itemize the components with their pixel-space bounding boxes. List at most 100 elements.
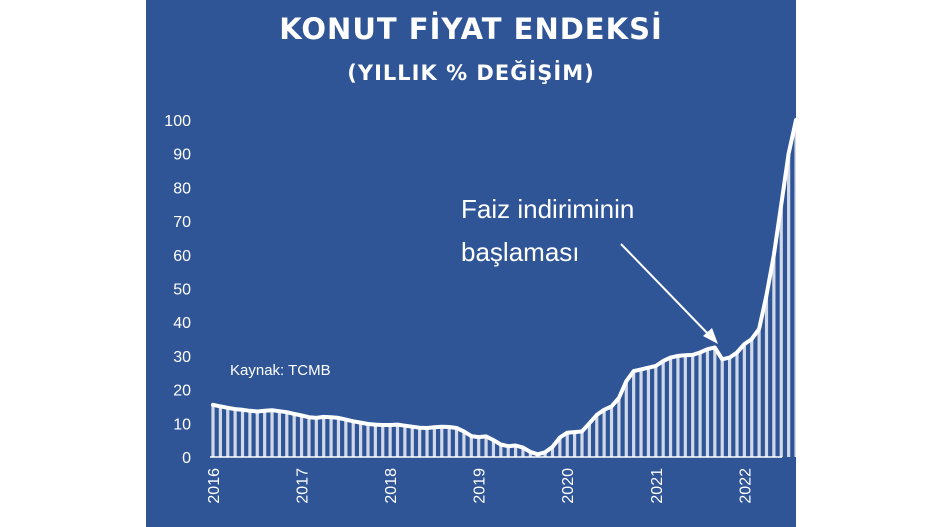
area-bar [624, 381, 628, 457]
y-tick-label: 20 [173, 383, 191, 400]
area-bar [764, 295, 769, 457]
y-axis: 0 10 20 30 40 50 60 70 80 90 100 [164, 113, 191, 467]
area-bar [639, 369, 643, 457]
annotation-arrow [620, 243, 713, 339]
area-bar [454, 428, 459, 457]
y-tick-label: 100 [164, 113, 191, 130]
y-tick-label: 60 [173, 248, 191, 265]
area-bar [270, 410, 274, 457]
area-bar [728, 357, 732, 457]
area-bar [609, 406, 614, 457]
area-bar [654, 366, 658, 457]
area-bar [558, 437, 562, 457]
area-bar [329, 417, 333, 457]
x-tick-label: 2020 [560, 468, 577, 504]
series-line [211, 118, 798, 457]
x-tick-label: 2021 [649, 468, 666, 504]
area-bar [285, 412, 289, 457]
area-bar [565, 432, 569, 457]
area-bar [676, 355, 680, 457]
area-bar [359, 422, 363, 457]
area-bar [550, 446, 555, 457]
area-bar [683, 355, 687, 457]
x-tick-label: 2018 [383, 468, 400, 504]
source-label: Kaynak: TCMB [230, 362, 331, 379]
area-bar [713, 347, 717, 457]
area-bar [757, 328, 761, 457]
area-bar [440, 426, 444, 457]
area-bar [528, 451, 532, 457]
area-bar [794, 120, 798, 457]
area-bar [491, 440, 496, 457]
area-bar [381, 424, 385, 457]
x-axis: 2016 2017 2018 2019 2020 2021 2022 [206, 468, 754, 504]
area-bar [307, 417, 311, 457]
y-tick-label: 90 [173, 147, 191, 164]
area-bar [292, 413, 296, 457]
chart-subtitle: (YILLIK % DEĞİŞİM) [347, 61, 595, 85]
area-bar [469, 436, 473, 457]
area-bar [336, 417, 341, 457]
area-bar [403, 425, 407, 457]
area-bar [395, 424, 400, 457]
area-bar [410, 426, 414, 457]
area-bar [418, 427, 422, 457]
y-tick-label: 50 [173, 282, 191, 299]
y-tick-label: 0 [182, 450, 191, 467]
area-bar [388, 424, 392, 457]
x-tick-label: 2022 [737, 468, 754, 504]
y-tick-label: 10 [173, 416, 191, 433]
area-bar [573, 432, 577, 457]
area-bar [366, 423, 370, 457]
area-bar [344, 419, 348, 457]
area-bar [632, 371, 636, 457]
area-bar [373, 424, 377, 457]
area-bar [211, 404, 215, 457]
area-bar [499, 444, 503, 457]
area-bar [218, 406, 222, 457]
area-bar [277, 411, 282, 457]
area-bar [263, 410, 267, 457]
area-bar [698, 352, 702, 457]
area-bar [772, 254, 776, 457]
area-bar [617, 398, 621, 457]
area-bar [425, 428, 429, 457]
area-bar [484, 436, 488, 457]
x-tick-label: 2017 [295, 468, 312, 504]
area-bar [240, 409, 245, 457]
area-bar [742, 344, 746, 457]
area-bar [521, 447, 525, 457]
area-bar [447, 427, 451, 457]
area-bar [750, 339, 754, 457]
area-bar [299, 415, 304, 457]
annotation-arrowhead [703, 328, 718, 344]
area-bar [587, 423, 591, 457]
y-tick-label: 30 [173, 349, 191, 366]
area-bars [211, 120, 798, 457]
area-bar [462, 431, 466, 457]
area-bar [595, 414, 599, 457]
area-bar [477, 437, 481, 457]
y-tick-label: 70 [173, 214, 191, 231]
area-bar [580, 431, 584, 457]
area-bar [513, 445, 518, 457]
area-bar [646, 367, 651, 457]
annotation-line2: başlaması [461, 237, 580, 267]
area-bar [705, 349, 710, 457]
area-bar [314, 417, 318, 457]
y-tick-label: 80 [173, 180, 191, 197]
chart-title: KONUT FİYAT ENDEKSİ [279, 12, 663, 46]
area-bar [226, 407, 230, 457]
x-tick-label: 2016 [206, 468, 223, 504]
area-bar [779, 204, 783, 457]
area-bar [787, 153, 791, 457]
area-bar [255, 411, 259, 457]
area-bar [602, 409, 606, 457]
area-bar [506, 446, 510, 457]
area-bar [322, 416, 326, 457]
area-bar [691, 354, 695, 457]
y-tick-label: 40 [173, 315, 191, 332]
area-bar [668, 357, 673, 457]
area-bar [248, 410, 252, 457]
area-bar [233, 409, 237, 457]
